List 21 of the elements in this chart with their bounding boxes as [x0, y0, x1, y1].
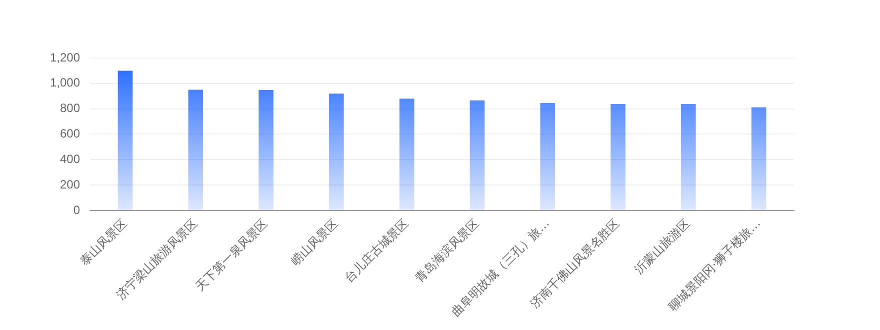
- y-tick-label: 1,000: [50, 76, 80, 90]
- bar: [258, 90, 274, 210]
- x-tick-label: 泰山风景区: [77, 216, 130, 268]
- y-tick-label: 600: [60, 126, 80, 141]
- y-tick-label: 400: [60, 152, 80, 166]
- y-tick-label: 200: [60, 177, 80, 192]
- y-tick-label: 1,200: [50, 50, 80, 64]
- bar: [118, 70, 133, 210]
- y-tick-label: 0: [73, 202, 80, 217]
- x-tick-label: 崂山风景区: [288, 216, 341, 268]
- bar: [540, 102, 555, 210]
- bar: [681, 104, 696, 210]
- bar: [751, 107, 766, 210]
- y-tick-label: 800: [60, 101, 80, 116]
- bar: [470, 100, 485, 210]
- bar: [188, 90, 204, 210]
- bar: [329, 94, 344, 210]
- x-tick-label: 台儿庄古城景区: [342, 216, 412, 286]
- bar: [399, 98, 414, 210]
- bar: [610, 104, 626, 210]
- x-tick-label: 沂蒙山旅游区: [632, 216, 693, 277]
